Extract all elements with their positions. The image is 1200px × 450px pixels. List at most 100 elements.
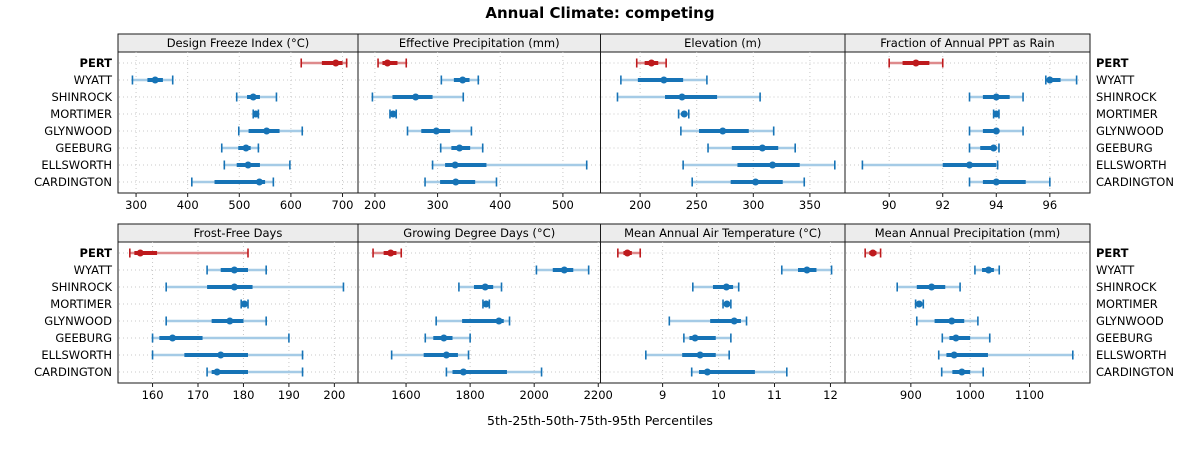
station-label-right-cardington: CARDINGTON xyxy=(1096,175,1174,189)
panel xyxy=(357,241,601,384)
interval-mortimer xyxy=(240,299,249,309)
interval-mortimer xyxy=(677,109,690,119)
median-dot xyxy=(452,178,460,186)
panel xyxy=(357,51,601,194)
station-label-left-ellsworth: ELLSWORTH xyxy=(41,158,112,172)
interval-geeburg xyxy=(707,143,796,153)
median-dot xyxy=(252,110,260,118)
median-dot xyxy=(723,300,731,308)
station-label-right-wyatt: WYATT xyxy=(1096,73,1135,87)
station-label-left-shinrock: SHINROCK xyxy=(51,280,112,294)
station-label-right-pert: PERT xyxy=(1096,56,1129,70)
tick-label: 94 xyxy=(989,198,1004,212)
tick-label: 2200 xyxy=(584,388,613,402)
median-dot xyxy=(442,351,450,359)
interval-cardington xyxy=(968,177,1051,187)
median-dot xyxy=(985,266,993,274)
panel xyxy=(844,241,1091,384)
station-label-right-mortimer: MORTIMER xyxy=(1096,107,1158,121)
median-dot xyxy=(696,351,704,359)
station-label-right-wyatt: WYATT xyxy=(1096,263,1135,277)
panel-title: Effective Precipitation (mm) xyxy=(399,36,560,50)
interval-glynwood xyxy=(915,316,979,326)
median-dot xyxy=(263,127,271,135)
median-dot xyxy=(389,110,397,118)
interval-ellsworth xyxy=(151,350,304,360)
chart-title: Annual Climate: competing xyxy=(485,4,715,22)
median-dot xyxy=(482,300,490,308)
median-dot xyxy=(948,317,956,325)
interval-mortimer xyxy=(482,299,491,309)
median-dot xyxy=(151,76,159,84)
tick-label: 1100 xyxy=(1015,388,1044,402)
median-dot xyxy=(1046,76,1054,84)
station-label-left-shinrock: SHINROCK xyxy=(51,90,112,104)
interval-glynwood xyxy=(237,126,304,136)
median-dot xyxy=(992,127,1000,135)
median-dot xyxy=(680,110,688,118)
station-label-left-geeburg: GEEBURG xyxy=(55,331,112,345)
interval-cardington xyxy=(424,177,498,187)
interval-ellsworth xyxy=(645,350,730,360)
tick-label: 1000 xyxy=(956,388,985,402)
interval-wyatt xyxy=(535,265,590,275)
tick-label: 250 xyxy=(686,198,708,212)
median-dot xyxy=(217,351,225,359)
station-label-right-shinrock: SHINROCK xyxy=(1096,280,1157,294)
median-dot xyxy=(432,127,440,135)
median-dot xyxy=(255,178,263,186)
tick-label: 400 xyxy=(489,198,511,212)
station-label-right-glynwood: GLYNWOOD xyxy=(1096,124,1164,138)
interval-wyatt xyxy=(780,265,833,275)
interval-glynwood xyxy=(680,126,775,136)
tick-label: 300 xyxy=(125,198,147,212)
interval-pert xyxy=(300,58,348,68)
median-dot xyxy=(459,76,467,84)
interval-glynwood xyxy=(165,316,267,326)
median-dot xyxy=(623,249,631,257)
median-dot xyxy=(230,266,238,274)
station-label-right-mortimer: MORTIMER xyxy=(1096,297,1158,311)
x-axis-caption: 5th-25th-50th-75th-95th Percentiles xyxy=(487,413,713,428)
interval-wyatt xyxy=(620,75,708,85)
tick-label: 190 xyxy=(278,388,300,402)
interval-wyatt xyxy=(1045,75,1078,85)
median-dot xyxy=(869,249,877,257)
interval-ellsworth xyxy=(937,350,1074,360)
median-dot xyxy=(722,283,730,291)
median-dot xyxy=(966,161,974,169)
median-dot xyxy=(691,334,699,342)
tick-label: 92 xyxy=(935,198,950,212)
station-label-left-mortimer: MORTIMER xyxy=(50,107,112,121)
interval-pert xyxy=(129,248,249,258)
interval-wyatt xyxy=(131,75,174,85)
interval-cardington xyxy=(691,177,806,187)
station-label-right-geeburg: GEEBURG xyxy=(1096,331,1153,345)
interval-shinrock xyxy=(616,92,761,102)
interval-shinrock xyxy=(458,282,503,292)
interval-mortimer xyxy=(992,109,1000,119)
panel-title: Elevation (m) xyxy=(684,36,761,50)
interval-ellsworth xyxy=(861,160,999,170)
median-dot xyxy=(481,283,489,291)
tick-label: 200 xyxy=(364,198,386,212)
interval-shinrock xyxy=(968,92,1024,102)
interval-pert xyxy=(864,248,882,258)
median-dot xyxy=(383,59,391,67)
interval-ellsworth xyxy=(682,160,836,170)
station-label-left-mortimer: MORTIMER xyxy=(50,297,112,311)
interval-shinrock xyxy=(371,92,465,102)
median-dot xyxy=(703,368,711,376)
interval-geeburg xyxy=(151,333,290,343)
median-dot xyxy=(136,249,144,257)
tick-label: 170 xyxy=(187,388,209,402)
median-dot xyxy=(387,249,395,257)
station-label-left-geeburg: GEEBURG xyxy=(55,141,112,155)
median-dot xyxy=(244,161,252,169)
tick-label: 300 xyxy=(427,198,449,212)
station-label-left-pert: PERT xyxy=(80,56,113,70)
panel xyxy=(117,51,359,194)
station-label-left-wyatt: WYATT xyxy=(74,263,113,277)
panel xyxy=(844,51,1091,194)
